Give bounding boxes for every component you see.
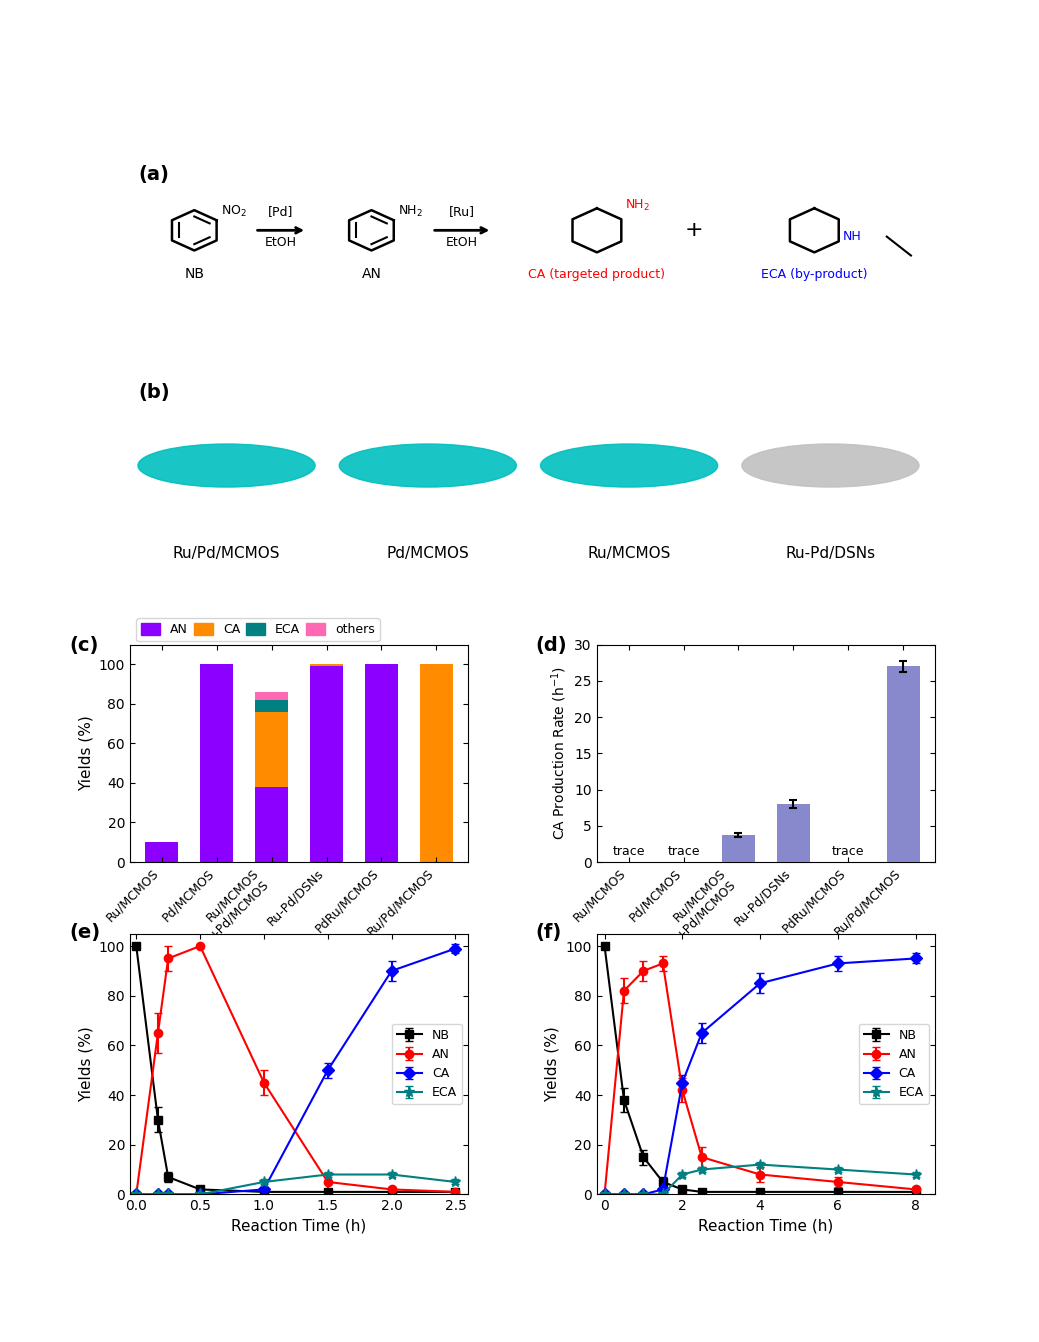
Circle shape [540,444,718,487]
Text: Ru/Pd/MCMOS: Ru/Pd/MCMOS [172,546,281,561]
Bar [310,664,343,667]
Bar [310,667,343,862]
Text: NH$_2$: NH$_2$ [398,204,423,219]
Text: (b): (b) [138,384,169,403]
Text: NH: NH [843,229,861,243]
Text: +: + [685,220,702,240]
Legend: AN, CA, ECA, others: AN, CA, ECA, others [136,619,380,641]
Text: (e): (e) [69,923,100,942]
Y-axis label: Yields (%): Yields (%) [78,1027,94,1102]
Text: NO$_2$: NO$_2$ [221,204,247,219]
Text: EtOH: EtOH [265,236,296,250]
Text: EtOH: EtOH [446,236,478,250]
Bar [722,835,755,862]
Text: Ru/MCMOS: Ru/MCMOS [587,546,671,561]
Bar [420,664,453,862]
X-axis label: Reaction Time (h): Reaction Time (h) [698,1219,833,1233]
Circle shape [742,444,920,487]
Text: (a): (a) [138,165,168,184]
Bar [145,843,179,862]
Text: AN: AN [362,267,381,280]
Bar [365,664,398,862]
Bar [612,859,645,862]
Text: [Ru]: [Ru] [449,204,475,217]
Y-axis label: CA Production Rate (h$^{-1}$): CA Production Rate (h$^{-1}$) [550,666,568,840]
Bar [256,692,288,701]
Text: trace: trace [612,845,645,859]
X-axis label: Reaction Time (h): Reaction Time (h) [232,1219,367,1233]
Bar [256,711,288,786]
Bar [832,859,864,862]
Text: NH$_2$: NH$_2$ [625,197,650,212]
Text: ECA (by-product): ECA (by-product) [761,267,868,280]
Bar [886,667,920,862]
Text: (c): (c) [69,636,99,655]
Circle shape [138,444,315,487]
Circle shape [339,444,516,487]
Legend: NB, AN, CA, ECA: NB, AN, CA, ECA [858,1024,929,1104]
Bar [777,804,809,862]
Text: Pd/MCMOS: Pd/MCMOS [387,546,470,561]
Y-axis label: Yields (%): Yields (%) [545,1027,560,1102]
Text: (f): (f) [536,923,562,942]
Bar [256,786,288,862]
Bar [256,701,288,711]
Text: trace: trace [667,845,700,859]
Text: CA (targeted product): CA (targeted product) [529,267,665,280]
Text: trace: trace [832,845,864,859]
Bar [201,664,233,862]
Text: (d): (d) [536,636,567,655]
Text: NB: NB [184,267,205,280]
Text: [Pd]: [Pd] [268,204,293,217]
Bar [667,859,700,862]
Y-axis label: Yields (%): Yields (%) [78,715,94,792]
Text: Ru-Pd/DSNs: Ru-Pd/DSNs [785,546,876,561]
Legend: NB, AN, CA, ECA: NB, AN, CA, ECA [392,1024,462,1104]
